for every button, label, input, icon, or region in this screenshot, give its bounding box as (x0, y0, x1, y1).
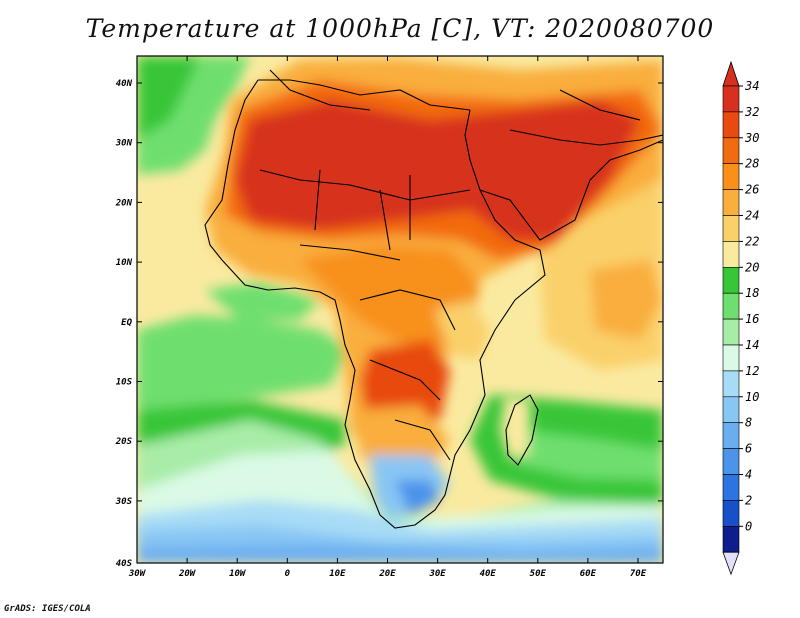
colorbar-label: 24 (745, 209, 759, 223)
credit-text: GrADS: IGES/COLA (4, 604, 91, 614)
lon-tick-label: 30W (128, 569, 147, 579)
colorbar-top-arrow (722, 60, 740, 87)
temperature-field (137, 56, 663, 563)
colorbar-label: 32 (744, 105, 759, 119)
colorbar-swatch (722, 344, 740, 372)
colorbar-swatch (722, 292, 740, 320)
colorbar-label: 12 (745, 364, 759, 378)
lat-tick-label: 40N (116, 79, 133, 89)
colorbar-label: 0 (745, 519, 752, 533)
colorbar-bottom-arrow (722, 551, 740, 576)
lon-tick-label: 10E (329, 569, 346, 579)
lon-tick-label: 10W (229, 569, 247, 579)
colorbar-swatch (722, 448, 740, 475)
lat-tick-label: 20N (115, 198, 133, 208)
colorbar-label: 20 (745, 260, 759, 274)
colorbar-label: 26 (745, 183, 759, 197)
lat-tick-label: 30N (115, 139, 133, 149)
plot-frame (136, 55, 664, 564)
lon-tick-label: 20E (378, 569, 396, 579)
colorbar-label: 22 (745, 234, 759, 248)
lon-tick-label: 70E (630, 569, 647, 579)
colorbar-label: 6 (745, 442, 752, 456)
colorbar-swatch (722, 163, 740, 190)
lat-tick-label: 20S (115, 437, 133, 447)
lat-tick-label: EQ (121, 318, 132, 328)
colorbar-label: 10 (745, 390, 759, 404)
coastlines (204, 69, 663, 529)
colorbar-swatch (722, 111, 740, 139)
colorbar-label: 16 (745, 312, 759, 326)
colorbar-label: 14 (745, 338, 759, 352)
lon-tick-label: 30E (428, 569, 446, 579)
colorbar-label: 4 (745, 468, 752, 482)
lat-tick-label: 30S (115, 497, 133, 507)
lon-tick-label: 60E (580, 569, 597, 579)
lon-tick-label: 0 (285, 569, 291, 579)
lat-tick-label: 10N (116, 258, 133, 268)
map-title: Temperature at 1000hPa [C], VT: 20200807… (85, 14, 715, 43)
colorbar-swatch (722, 500, 740, 527)
colorbar-swatch (722, 422, 740, 449)
lat-tick-label: 10S (116, 378, 133, 388)
lat-tick-label: 40S (116, 559, 133, 569)
colorbar-swatch (722, 266, 740, 294)
colorbar-label: 30 (744, 131, 759, 145)
colorbar-swatch (722, 370, 740, 398)
colorbar-swatch (722, 525, 740, 553)
lon-tick-label: 40E (480, 569, 497, 579)
colorbar-swatch (722, 215, 740, 242)
colorbar-label: 8 (745, 416, 752, 430)
colorbar-label: 18 (745, 286, 759, 300)
colorbar-swatch (722, 137, 740, 165)
colorbar-swatch (722, 85, 740, 113)
colorbar-swatch (722, 474, 740, 501)
colorbar-swatch (722, 396, 740, 423)
lon-tick-label: 20W (178, 569, 197, 579)
colorbar-label: 2 (745, 493, 752, 507)
colorbar-label: 28 (745, 157, 759, 171)
colorbar-label: 34 (744, 79, 759, 93)
colorbar-swatch (722, 318, 740, 346)
colorbar-swatch (722, 241, 740, 268)
colorbar-swatch (722, 189, 740, 216)
lon-tick-label: 50E (530, 569, 547, 579)
